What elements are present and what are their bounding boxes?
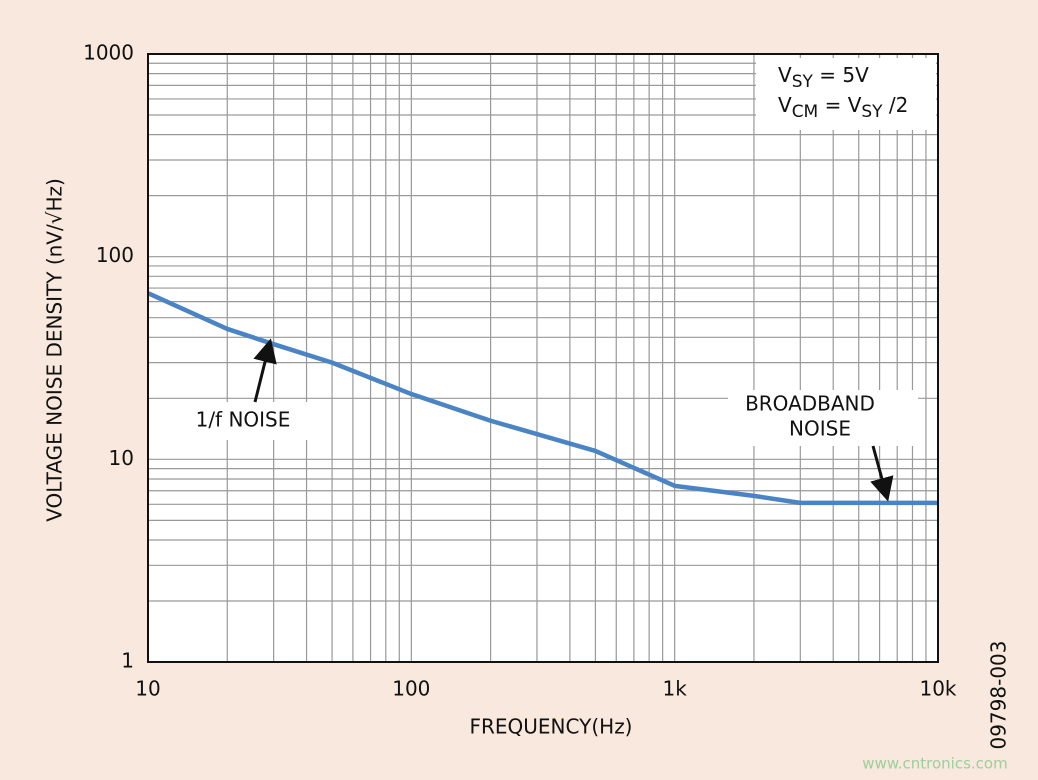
arrow [253, 338, 277, 403]
condition: VSY = 5V [778, 63, 869, 93]
plot-frame [147, 53, 939, 663]
y-tick-label: 10 [109, 446, 134, 470]
condition-text: /2 [883, 93, 909, 117]
x-tick-label: 10k [919, 677, 956, 701]
annotation: NOISE [789, 417, 851, 441]
y-tick-label: 100 [96, 243, 134, 267]
arrow [870, 445, 894, 502]
condition: VCM = VSY /2 [778, 93, 908, 123]
conditions-box [756, 58, 936, 130]
x-tick-label: 100 [392, 677, 430, 701]
annotation-box [176, 402, 310, 440]
annotation: 1/f NOISE [196, 408, 291, 432]
y-tick-label: 1000 [83, 41, 134, 65]
condition-subscript: CM [792, 102, 819, 122]
condition-subscript: SY [792, 72, 814, 92]
figure-id: 09798-003 [987, 640, 1011, 749]
x-tick-label: 1k [663, 677, 688, 701]
x-axis-label: FREQUENCY(Hz) [470, 715, 633, 739]
y-tick-label: 1 [121, 649, 134, 673]
annotation-box [728, 390, 918, 446]
annotation: BROADBAND [745, 392, 875, 416]
y-axis-label: VOLTAGE NOISE DENSITY (nV/√Hz) [43, 178, 67, 522]
condition-subscript: SY [861, 102, 883, 122]
x-tick-label: 10 [135, 677, 160, 701]
condition-text: V [778, 93, 792, 117]
watermark: www.cntronics.com [862, 755, 1007, 773]
condition-text: = 5V [813, 63, 869, 87]
condition-text: = V [818, 93, 861, 117]
plot-area [148, 54, 938, 662]
condition-text: V [778, 63, 792, 87]
